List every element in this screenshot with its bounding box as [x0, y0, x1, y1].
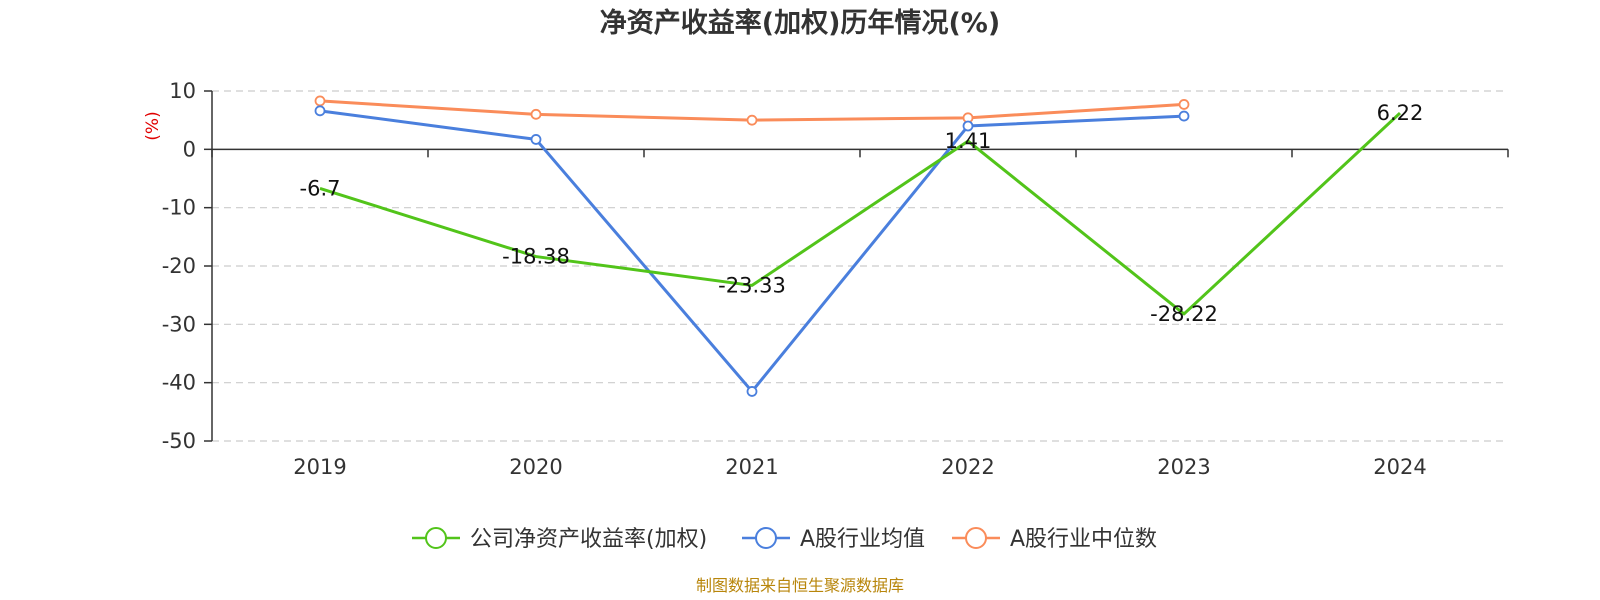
y-tick-label: 10: [169, 79, 196, 103]
series-group: [314, 105, 1190, 397]
data-label: -6.7: [300, 176, 341, 200]
y-tick-label: -10: [162, 196, 196, 220]
y-tick-label: -40: [162, 371, 196, 395]
y-tick-label: -50: [162, 429, 196, 453]
y-tick-label: -20: [162, 254, 196, 278]
series-lines: [314, 95, 1402, 397]
series-line: [319, 111, 1402, 316]
data-label: 1.41: [945, 129, 992, 153]
series-line: [319, 109, 1185, 393]
legend-marker: [755, 527, 777, 549]
data-point: [530, 108, 542, 120]
data-point: [314, 95, 326, 107]
data-labels: -6.7 -18.38 -23.33 1.41 -28.22 6.22: [300, 101, 1424, 326]
data-point: [1178, 110, 1190, 122]
legend-item: A股行业均值: [742, 527, 925, 552]
grid-lines: [212, 90, 1508, 442]
legend-marker: [965, 527, 987, 549]
legend-label: A股行业均值: [800, 527, 925, 552]
axes: 10 0 -10 -20 -30 -40 -50 2019 2020 2021 2022 2023 20…: [162, 79, 1509, 479]
data-label: -18.38: [502, 245, 570, 269]
data-point: [1178, 99, 1190, 110]
data-point: [746, 386, 758, 397]
legend: 公司净资产收益率(加权) A股行业均值 A股行业中位数: [412, 527, 1157, 552]
chart-title: 净资产收益率(加权)历年情况(%): [600, 7, 1000, 39]
data-label: 6.22: [1377, 101, 1424, 125]
legend-marker: [425, 527, 447, 549]
x-tick-label: 2021: [725, 455, 778, 479]
data-point: [314, 105, 326, 117]
y-tick-label: 0: [183, 137, 196, 161]
x-tick-label: 2024: [1373, 455, 1426, 479]
series-group: [314, 95, 1190, 126]
data-point: [530, 134, 542, 145]
x-tick-label: 2019: [293, 455, 346, 479]
y-axis-unit-label: (%): [143, 111, 163, 140]
data-label: -28.22: [1150, 302, 1218, 326]
data-source-note: 制图数据来自恒生聚源数据库: [696, 576, 904, 595]
data-point: [962, 120, 974, 132]
legend-item: 公司净资产收益率(加权): [412, 527, 707, 552]
x-tick-label: 2023: [1157, 455, 1210, 479]
legend-label: A股行业中位数: [1010, 527, 1157, 552]
series-group: [319, 111, 1402, 316]
legend-label: 公司净资产收益率(加权): [470, 527, 707, 552]
data-point: [746, 114, 758, 126]
data-label: -23.33: [718, 273, 786, 297]
x-tick-label: 2020: [509, 455, 562, 479]
legend-item: A股行业中位数: [952, 527, 1157, 552]
x-tick-label: 2022: [941, 455, 994, 479]
y-tick-label: -30: [162, 312, 196, 336]
